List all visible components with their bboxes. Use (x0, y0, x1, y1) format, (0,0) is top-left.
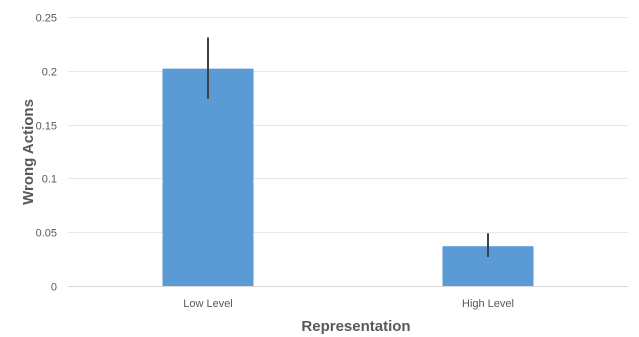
x-tick-label: High Level (462, 298, 514, 310)
x-tick-labels: Low Level High Level (183, 298, 514, 310)
y-axis-title: Wrong Actions (20, 99, 37, 205)
error-bars (207, 37, 489, 257)
x-axis-title: Representation (301, 318, 410, 335)
y-tick-label: 0.05 (36, 228, 57, 240)
bar (162, 68, 254, 286)
bars (162, 68, 534, 286)
y-tick-label: 0.25 (36, 13, 57, 25)
x-tick-label: Low Level (183, 298, 233, 310)
y-tick-label: 0.1 (42, 174, 57, 186)
y-tick-label: 0 (51, 282, 57, 294)
gridlines (68, 17, 628, 287)
y-tick-labels: 0 0.05 0.1 0.15 0.2 0.25 (36, 13, 57, 294)
y-tick-label: 0.2 (42, 67, 57, 79)
y-tick-label: 0.15 (36, 121, 57, 133)
